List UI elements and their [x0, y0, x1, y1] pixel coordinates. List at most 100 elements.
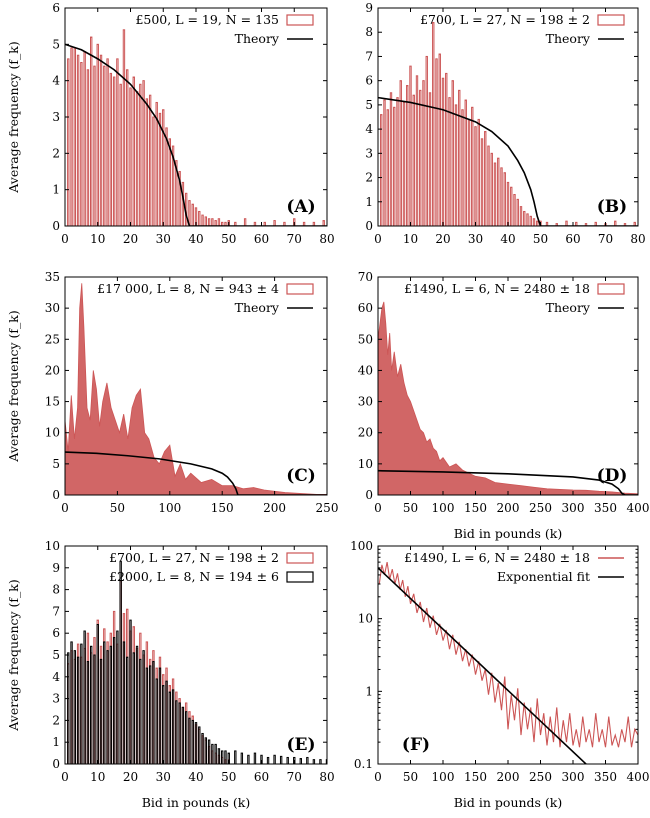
series-1-bar — [93, 65, 96, 226]
series-1-bar — [302, 221, 306, 226]
series-2-bar — [67, 652, 70, 764]
series-1-bar — [503, 172, 506, 226]
legend-swatch — [286, 283, 314, 295]
series-2-bar — [207, 739, 211, 764]
series-2-bar — [201, 732, 204, 764]
series-1-bar — [467, 118, 471, 226]
y-tick-label: 7 — [52, 604, 60, 618]
series-1-bar — [477, 118, 480, 226]
plot-area — [378, 22, 638, 226]
x-tick-label: 150 — [464, 770, 487, 784]
series-2-bar — [158, 667, 162, 764]
series-1-bar — [116, 58, 119, 226]
y-axis-label: Average frequency (f_k) — [6, 41, 21, 194]
x-tick-label: 10 — [403, 232, 418, 246]
y-tick-label: 50 — [358, 332, 373, 346]
y-tick-label: 4 — [52, 74, 60, 88]
x-tick-label: 20 — [435, 232, 450, 246]
series-2-bar — [168, 691, 171, 764]
y-tick-label: 2 — [52, 713, 60, 727]
y-tick-label: 6 — [52, 1, 60, 15]
legend-label: £700, L = 27, N = 198 ± 2 — [420, 12, 590, 27]
panel-d: 0 50 100 150 200 250 300 350 400 0 10 20 30 40 50 60 70 B… — [358, 270, 650, 541]
series-1-bar — [158, 112, 162, 226]
series-1-bar — [415, 75, 419, 226]
y-tick-label: 5 — [365, 98, 373, 112]
x-tick-label: 10 — [90, 232, 105, 246]
series-2-bar — [240, 752, 244, 764]
x-tick-label: 70 — [287, 770, 302, 784]
x-tick-label: 0 — [374, 232, 382, 246]
series-1-bar — [523, 210, 526, 226]
x-tick-label: 50 — [403, 501, 418, 515]
series-1-bar — [171, 145, 175, 226]
series-1-bar — [90, 36, 93, 226]
series-1-bar — [122, 29, 126, 226]
series-2-bar — [152, 661, 155, 764]
series-1-bar — [428, 92, 432, 226]
series-1-bar — [536, 220, 539, 226]
series-1-bar — [135, 91, 139, 226]
x-axis-label: Bid in pounds (k) — [142, 795, 251, 810]
series-2-bar — [214, 743, 217, 764]
series-2-bar — [126, 656, 129, 764]
legend-label: £500, L = 19, N = 135 — [135, 12, 279, 27]
series-2-bar — [191, 719, 194, 764]
series-1-bar — [106, 58, 109, 226]
x-tick-label: 30 — [468, 232, 483, 246]
x-tick-label: 30 — [156, 770, 171, 784]
series-1-bar — [155, 101, 158, 226]
series-1-line — [378, 562, 638, 748]
series-1-bar — [532, 218, 536, 226]
x-tick-label: 60 — [254, 770, 269, 784]
series-1-bar — [322, 220, 325, 226]
series-2-bar — [325, 759, 327, 764]
series-1-bar — [471, 106, 474, 226]
plot-area — [67, 560, 327, 764]
series-2-bar — [204, 737, 208, 764]
plot-frame — [64, 276, 328, 496]
x-tick-label: 250 — [529, 501, 552, 515]
series-1-bar — [109, 72, 113, 226]
panel-e: 0 10 20 30 40 50 60 70 80 0 1 2 3 4 5 6 7 8 9 10 Average fre… — [6, 539, 335, 810]
series-1-bar — [253, 221, 257, 226]
x-tick-label: 300 — [562, 770, 585, 784]
x-tick-label: 50 — [533, 232, 548, 246]
series-2-bar — [184, 711, 188, 764]
legend-swatch — [597, 14, 625, 26]
series-1-bar — [221, 221, 224, 226]
y-tick-label: 60 — [358, 301, 373, 315]
series-2-bar — [80, 643, 83, 764]
series-2-bar — [73, 650, 77, 764]
plot-area — [378, 301, 638, 495]
y-tick-label: 0 — [365, 219, 373, 233]
x-tick-label: 60 — [565, 232, 580, 246]
series-1-bar — [73, 47, 77, 226]
series-1-bar — [243, 218, 247, 226]
series-1-bar — [493, 162, 497, 226]
series-1-bar — [234, 221, 237, 226]
series-2-bar — [217, 748, 221, 764]
x-tick-label: 50 — [221, 232, 236, 246]
series-2-bar — [266, 756, 270, 764]
series-1-bar — [119, 83, 122, 226]
series-2-bar — [273, 754, 276, 764]
y-tick-label: 7 — [365, 49, 373, 63]
series-2-bar — [319, 759, 322, 764]
series-1-bar — [207, 218, 211, 226]
plot-frame — [64, 7, 328, 227]
series-1-bar — [506, 181, 510, 226]
y-tick-label: 25 — [45, 332, 60, 346]
series-2-bar — [93, 654, 96, 764]
series-1-bar — [529, 215, 532, 226]
series-1-bar — [399, 80, 402, 226]
x-tick-label: 200 — [263, 501, 286, 515]
series-1-bar — [198, 210, 201, 226]
series-1-bar — [142, 80, 145, 226]
series-2-line — [378, 96, 638, 226]
series-2-bar — [132, 652, 135, 764]
series-2-bar — [198, 726, 201, 764]
y-tick-label: 0 — [52, 757, 60, 771]
y-tick-label: 0 — [52, 488, 60, 502]
panel-label: (F) — [402, 735, 430, 755]
